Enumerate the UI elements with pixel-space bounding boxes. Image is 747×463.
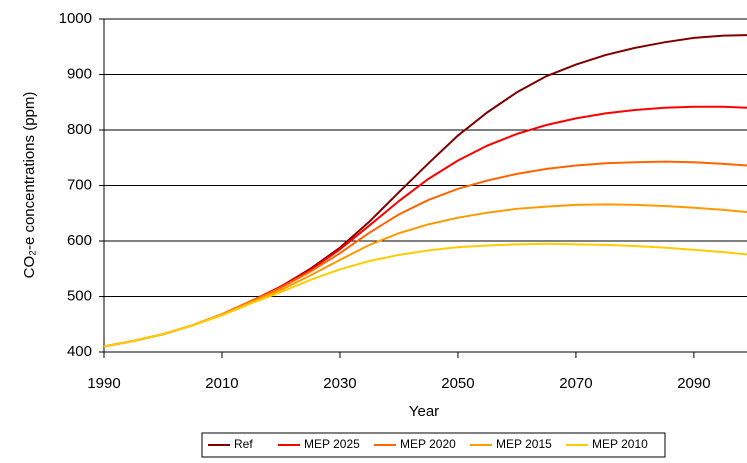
y-tick-label: 500 [67,287,92,304]
y-axis-label: CO₂-e concentrations (ppm) [21,92,38,279]
line-series [103,105,747,348]
line-series [103,34,747,348]
legend-label: MEP 2025 [304,437,360,451]
legend-label: MEP 2010 [592,437,648,451]
x-tick-label: 2070 [559,375,592,392]
y-tick-label: 900 [67,65,92,82]
x-tick-label: 2090 [677,375,710,392]
line-series [103,203,747,348]
line-series [103,160,747,348]
legend-label: MEP 2015 [496,437,552,451]
x-tick-label: 1990 [87,375,120,392]
y-tick-label: 800 [67,121,92,138]
x-tick-label: 2010 [205,375,238,392]
x-axis-label: Year [409,403,439,420]
y-tick-label: 600 [67,232,92,249]
x-tick-label: 2030 [323,375,356,392]
y-tick-label: 400 [67,343,92,360]
y-tick-label: 1000 [59,10,92,27]
x-tick-label: 2050 [441,375,474,392]
legend-label: Ref [234,437,253,451]
y-tick-label: 700 [67,176,92,193]
legend-label: MEP 2020 [400,437,456,451]
line-series [103,242,747,348]
